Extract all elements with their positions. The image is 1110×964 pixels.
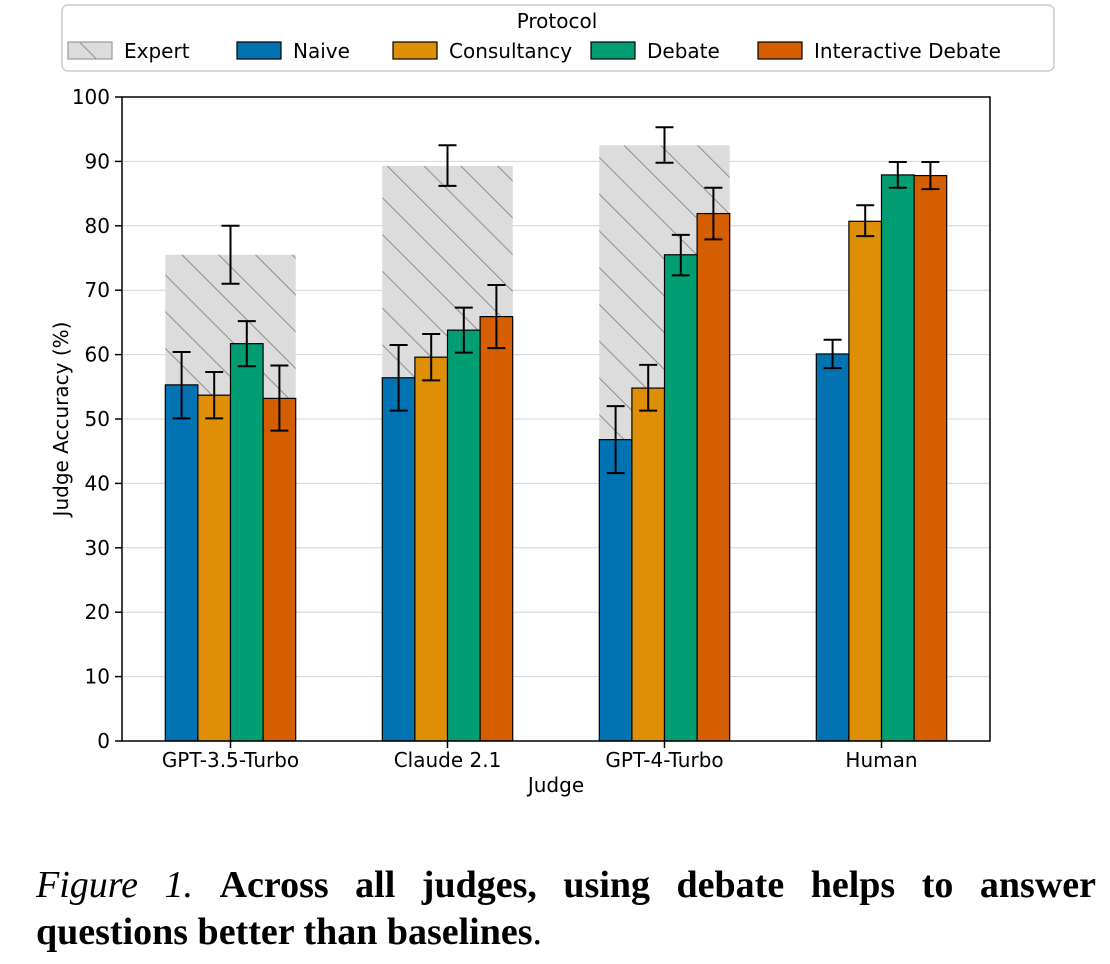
legend-swatch-interactive-debate (757, 41, 803, 60)
x-tick-label-human: Human (845, 748, 917, 772)
bar-naive-gpt-4-turbo (598, 439, 633, 742)
error-bar-consultancy-gpt-3-5-turbo (205, 370, 224, 420)
bar-consultancy-gpt-3-5-turbo (197, 394, 232, 742)
bar-chart: Protocol Expert Naive Consultancy Debate Int… (49, 4, 1055, 797)
y-tick-label-10: 10 (85, 665, 110, 689)
error-bar-interactive-debate-gpt-3-5-turbo (270, 364, 289, 432)
y-tick-label-70: 70 (85, 278, 110, 302)
y-axis-ticks: 0 10 20 30 40 50 60 70 80 90 100 (72, 85, 122, 753)
error-bars (172, 126, 940, 475)
bar-naive-gpt-3-5-turbo (164, 384, 199, 742)
error-bar-debate-gpt-3-5-turbo (237, 320, 256, 368)
error-bar-debate-claude-2-1 (454, 306, 473, 354)
x-tick-label-claude-2-1: Claude 2.1 (394, 748, 502, 772)
legend-frame (61, 4, 1055, 72)
legend-item-debate: Debate (590, 39, 720, 63)
y-tick-label-80: 80 (85, 214, 110, 238)
error-bar-interactive-debate-claude-2-1 (487, 284, 506, 350)
legend: Protocol Expert Naive Consultancy Debate Int… (61, 4, 1055, 72)
error-bar-expert-claude-2-1 (438, 144, 457, 187)
bar-naive-claude-2-1 (381, 377, 416, 742)
caption-period: . (532, 911, 543, 953)
y-tick-label-20: 20 (85, 600, 110, 624)
bar-interactive-debate-human (913, 174, 948, 742)
caption-label: Figure 1. (36, 864, 194, 906)
legend-item-expert: Expert (67, 39, 190, 63)
caption-text: Across all judges, using debate helps to… (36, 864, 1097, 953)
error-bar-naive-claude-2-1 (389, 343, 408, 412)
y-tick-label-60: 60 (85, 343, 110, 367)
bar-interactive-debate-gpt-4-turbo (696, 212, 731, 742)
error-bar-expert-gpt-3-5-turbo (221, 224, 240, 285)
bar-debate-gpt-4-turbo (663, 254, 698, 742)
legend-label-interactive-debate: Interactive Debate (814, 39, 1001, 63)
bar-debate-gpt-3-5-turbo (229, 343, 264, 742)
y-tick-label-40: 40 (85, 471, 110, 495)
legend-item-consultancy: Consultancy (392, 39, 572, 63)
error-bar-naive-gpt-4-turbo (606, 405, 625, 475)
bar-interactive-debate-gpt-3-5-turbo (262, 397, 297, 742)
y-tick-label-30: 30 (85, 536, 110, 560)
error-bar-debate-human (888, 161, 907, 189)
protocol-bars (164, 174, 948, 742)
legend-label-expert: Expert (124, 39, 190, 63)
legend-swatch-debate (590, 41, 636, 60)
y-tick-label-90: 90 (85, 149, 110, 173)
error-bar-interactive-debate-gpt-4-turbo (704, 186, 723, 241)
x-axis-label: Judge (526, 773, 584, 797)
y-axis-label: Judge Accuracy (%) (49, 322, 73, 519)
legend-label-debate: Debate (647, 39, 720, 63)
bar-debate-claude-2-1 (446, 329, 481, 742)
bar-consultancy-claude-2-1 (414, 356, 449, 742)
bar-consultancy-gpt-4-turbo (631, 387, 666, 742)
error-bar-interactive-debate-human (921, 161, 940, 191)
bar-naive-human (815, 353, 850, 742)
x-axis-ticks: GPT-3.5-Turbo Claude 2.1 GPT-4-Turbo Human (162, 741, 918, 772)
legend-label-naive: Naive (293, 39, 350, 63)
error-bar-consultancy-human (856, 204, 875, 238)
error-bar-expert-gpt-4-turbo (655, 126, 674, 164)
legend-swatch-consultancy (392, 41, 438, 60)
legend-item-interactive-debate: Interactive Debate (757, 39, 1001, 63)
legend-item-naive: Naive (236, 39, 350, 63)
y-tick-label-100: 100 (72, 85, 110, 109)
error-bar-debate-gpt-4-turbo (671, 233, 690, 277)
legend-label-consultancy: Consultancy (449, 39, 572, 63)
legend-items: Expert Naive Consultancy Debate Interactive … (67, 39, 1001, 63)
error-bar-naive-gpt-3-5-turbo (172, 351, 191, 420)
bar-debate-human (880, 174, 915, 742)
figure-caption: Figure 1. Across all judges, using debat… (36, 862, 1096, 956)
x-tick-label-gpt-4-turbo: GPT-4-Turbo (605, 748, 723, 772)
legend-swatch-naive (236, 41, 282, 60)
legend-title: Protocol (517, 9, 598, 33)
y-tick-label-50: 50 (85, 407, 110, 431)
bar-interactive-debate-claude-2-1 (479, 316, 514, 742)
y-tick-label-0: 0 (97, 729, 110, 753)
error-bar-consultancy-claude-2-1 (422, 332, 441, 382)
error-bar-naive-human (823, 338, 842, 370)
bar-consultancy-human (848, 220, 883, 742)
x-tick-label-gpt-3-5-turbo: GPT-3.5-Turbo (162, 748, 299, 772)
error-bar-consultancy-gpt-4-turbo (639, 363, 658, 412)
